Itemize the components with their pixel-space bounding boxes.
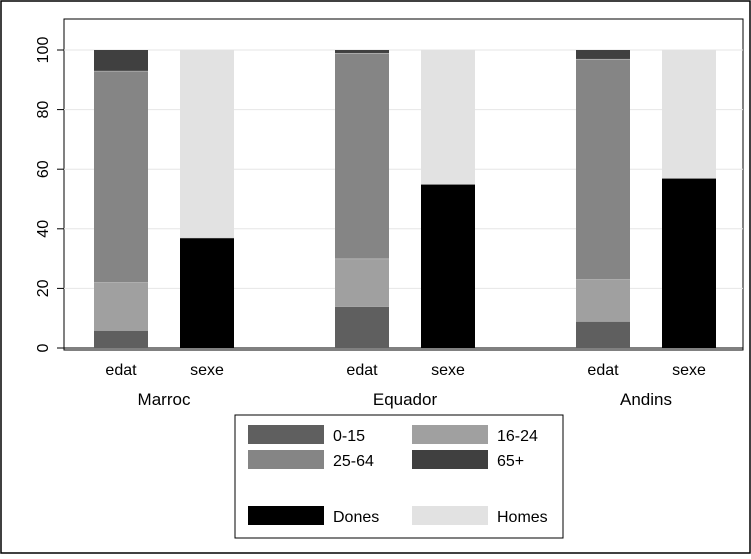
legend: 0-15 16-24 25-64 65+ Dones Homes xyxy=(234,414,564,539)
x-bar-label: edat xyxy=(587,362,619,379)
legend-label-homes: Homes xyxy=(497,509,548,526)
bar-segment-equador-sexe-Homes xyxy=(421,50,475,185)
bar-segment-marroc-edat-0-15 xyxy=(94,330,148,348)
legend-swatch-homes xyxy=(412,506,488,525)
legend-swatch-16-24 xyxy=(412,425,488,444)
bar-segment-marroc-sexe-Homes xyxy=(180,50,234,238)
bar-segment-equador-edat-65+ xyxy=(335,50,389,53)
legend-label-65plus: 65+ xyxy=(497,453,524,470)
legend-label-0-15: 0-15 xyxy=(333,428,365,445)
x-group-label: Andins xyxy=(620,390,672,409)
bar-segment-equador-edat-0-15 xyxy=(335,306,389,348)
y-tick-label: 20 xyxy=(35,279,52,297)
bar-segment-andins-edat-0-15 xyxy=(576,321,630,348)
legend-label-dones: Dones xyxy=(333,509,379,526)
bar-segment-andins-edat-25-64 xyxy=(576,58,630,280)
bar-segment-equador-edat-25-64 xyxy=(335,52,389,259)
y-tick-label: 100 xyxy=(35,37,52,64)
x-bar-label: edat xyxy=(105,362,137,379)
x-bar-label: edat xyxy=(346,362,378,379)
bar-segment-andins-edat-16-24 xyxy=(576,279,630,322)
bar-segment-marroc-edat-65+ xyxy=(94,50,148,71)
y-tick-label: 80 xyxy=(35,101,52,119)
legend-swatch-0-15 xyxy=(248,425,324,444)
bar-segment-equador-edat-16-24 xyxy=(335,258,389,307)
bar-segment-andins-sexe-Homes xyxy=(662,50,716,179)
bar-segment-marroc-sexe-Dones xyxy=(180,237,234,348)
legend-label-16-24: 16-24 xyxy=(497,428,538,445)
y-axis: 0 20 40 60 80 100 xyxy=(35,37,64,352)
bars xyxy=(94,50,716,348)
x-bar-label: sexe xyxy=(190,362,224,379)
legend-swatch-25-64 xyxy=(248,450,324,469)
bar-segment-marroc-edat-16-24 xyxy=(94,282,148,331)
plot-area xyxy=(63,18,744,351)
bar-segment-andins-edat-65+ xyxy=(576,50,630,59)
y-tick-label: 40 xyxy=(35,220,52,238)
y-tick-label: 60 xyxy=(35,160,52,178)
legend-label-25-64: 25-64 xyxy=(333,453,374,470)
x-group-label: Marroc xyxy=(138,390,191,409)
x-bar-label: sexe xyxy=(431,362,465,379)
bar-segment-marroc-edat-25-64 xyxy=(94,70,148,283)
legend-swatch-65plus xyxy=(412,450,488,469)
x-group-label: Equador xyxy=(373,390,438,409)
y-tick-label: 0 xyxy=(35,343,52,352)
bar-segment-equador-sexe-Dones xyxy=(421,184,475,348)
x-bar-label: sexe xyxy=(672,362,706,379)
bar-segment-andins-sexe-Dones xyxy=(662,178,716,348)
legend-swatch-dones xyxy=(248,506,324,525)
